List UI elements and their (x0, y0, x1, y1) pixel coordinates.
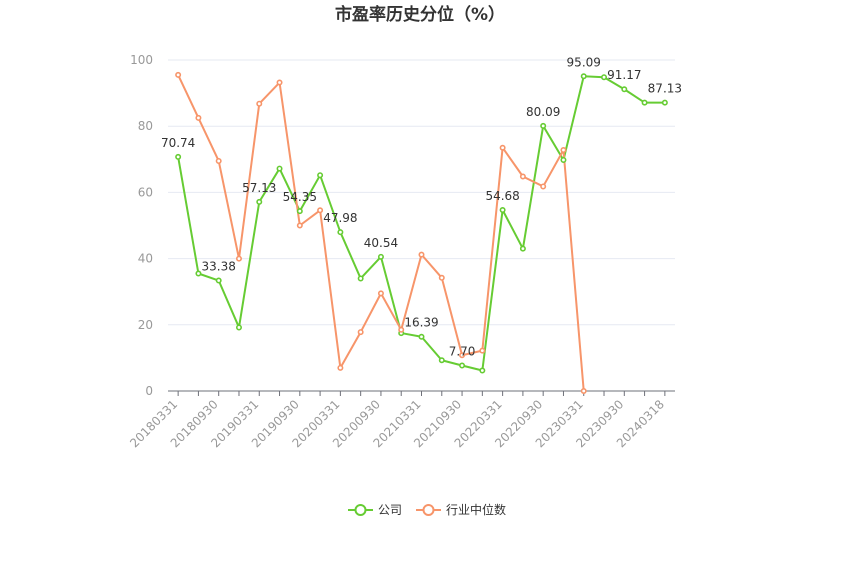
legend-item[interactable]: 公司 (348, 503, 402, 517)
data-point[interactable] (215, 277, 222, 284)
data-point[interactable] (276, 165, 283, 172)
data-point[interactable] (377, 290, 384, 297)
data-point[interactable] (296, 208, 303, 215)
data-point[interactable] (661, 99, 668, 106)
data-point[interactable] (580, 73, 587, 80)
legend-item[interactable]: 行业中位数 (416, 502, 506, 517)
legend-label: 公司 (378, 503, 402, 517)
data-point[interactable] (499, 144, 506, 151)
data-point[interactable] (215, 157, 222, 164)
data-point[interactable] (479, 347, 486, 354)
data-label: 33.38 (202, 260, 236, 274)
data-label: 54.35 (283, 190, 317, 204)
data-label: 95.09 (567, 55, 601, 69)
data-point[interactable] (256, 100, 263, 107)
y-tick-label: 60 (138, 185, 153, 199)
data-point[interactable] (276, 79, 283, 86)
data-point[interactable] (438, 274, 445, 281)
data-point[interactable] (235, 324, 242, 331)
data-point[interactable] (621, 86, 628, 93)
data-point[interactable] (580, 387, 587, 394)
data-label: 40.54 (364, 236, 398, 250)
data-point[interactable] (317, 172, 324, 179)
data-point[interactable] (357, 329, 364, 336)
data-labels: 70.74 33.38 57.13 54.35 47.98 40.54 16.39 7.70 5… (161, 55, 682, 358)
data-point[interactable] (459, 352, 466, 359)
data-point[interactable] (459, 362, 466, 369)
data-label: 91.17 (607, 68, 641, 82)
data-point[interactable] (175, 153, 182, 160)
series-points (175, 71, 668, 394)
data-point[interactable] (438, 357, 445, 364)
data-label: 16.39 (404, 316, 438, 330)
chart-title: 市盈率历史分位（%） (335, 4, 505, 25)
data-point[interactable] (519, 245, 526, 252)
legend-label: 行业中位数 (446, 502, 506, 517)
data-point[interactable] (418, 333, 425, 340)
data-label: 47.98 (323, 211, 357, 225)
data-label: 87.13 (648, 82, 682, 96)
data-point[interactable] (337, 229, 344, 236)
data-point[interactable] (398, 326, 405, 333)
data-point[interactable] (175, 71, 182, 78)
data-point[interactable] (317, 207, 324, 214)
data-point[interactable] (560, 147, 567, 154)
data-point[interactable] (337, 364, 344, 371)
data-label: 80.09 (526, 105, 560, 119)
data-point[interactable] (377, 253, 384, 260)
y-axis-ticks: 0 20 40 60 80 100 (130, 53, 153, 398)
y-tick-label: 0 (145, 384, 153, 398)
grid-lines (168, 59, 675, 326)
data-point[interactable] (540, 183, 547, 190)
data-point[interactable] (479, 367, 486, 374)
data-point[interactable] (499, 207, 506, 214)
data-label: 57.13 (242, 181, 276, 195)
legend-marker (354, 504, 367, 516)
legend-marker (422, 504, 435, 516)
data-point[interactable] (601, 74, 608, 81)
legend[interactable]: 公司 行业中位数 (348, 502, 506, 517)
data-point[interactable] (641, 99, 648, 106)
y-tick-label: 20 (138, 318, 153, 332)
data-point[interactable] (560, 156, 567, 163)
x-axis-ticks: 2018033120180930201903312019093020200331… (127, 391, 667, 450)
data-label: 7.70 (449, 345, 476, 359)
y-tick-label: 100 (130, 53, 153, 67)
y-tick-label: 80 (138, 119, 153, 133)
data-point[interactable] (357, 275, 364, 282)
data-point[interactable] (195, 114, 202, 121)
data-point[interactable] (418, 251, 425, 258)
data-label: 54.68 (485, 189, 519, 203)
series-lines (177, 74, 665, 392)
data-point[interactable] (235, 255, 242, 262)
data-point[interactable] (195, 270, 202, 277)
data-point[interactable] (540, 122, 547, 129)
data-point[interactable] (256, 198, 263, 205)
data-label: 70.74 (161, 136, 195, 150)
series-line (177, 74, 585, 392)
y-tick-label: 40 (138, 252, 153, 266)
data-point[interactable] (296, 222, 303, 229)
data-point[interactable] (519, 173, 526, 180)
